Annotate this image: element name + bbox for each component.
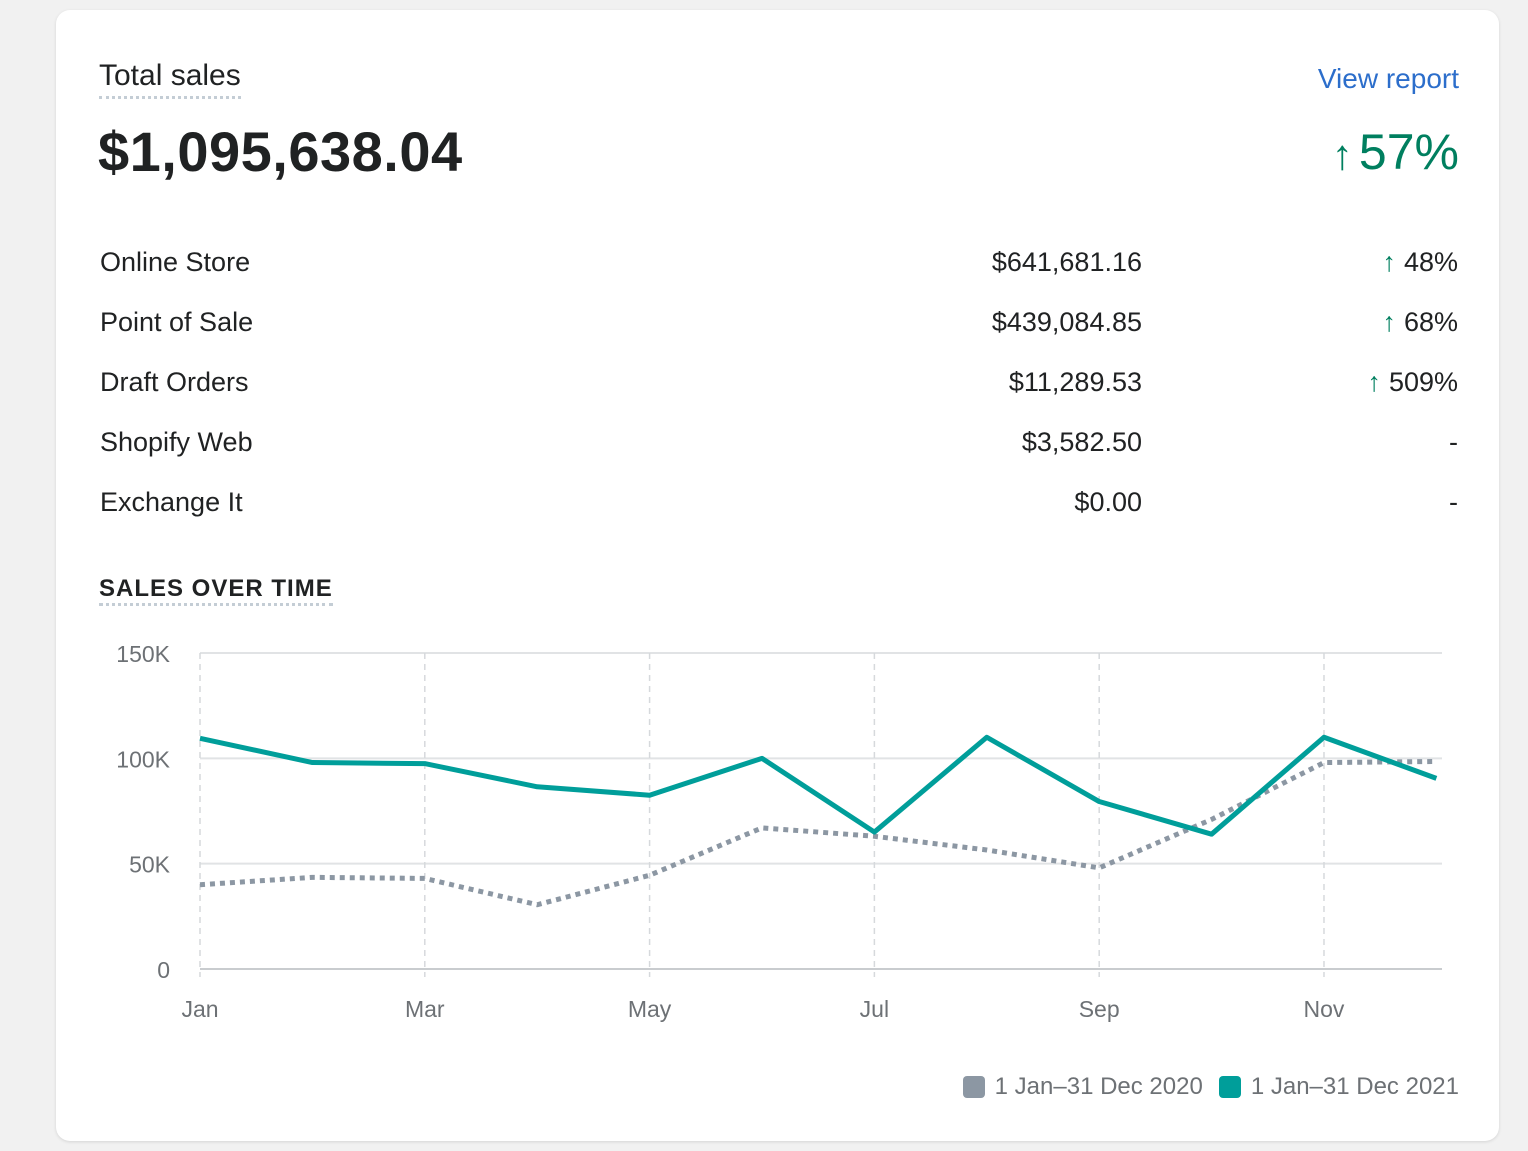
data-point[interactable] [528,896,546,914]
data-point[interactable] [1427,769,1445,787]
legend-item-2020[interactable]: 1 Jan–31 Dec 2020 [962,1070,1203,1104]
channel-amount: $0.00 [1074,487,1142,517]
channel-change-percent: 68% [1403,307,1458,337]
data-point[interactable] [191,729,209,747]
series-line-2021[interactable] [199,734,1438,837]
data-point[interactable] [978,841,996,859]
channel-change: ↑ 48% [1382,234,1458,290]
total-sales-value: $1,095,638.04 [98,120,463,183]
legend-label: 1 Jan–31 Dec 2020 [994,1073,1203,1100]
arrow-up-icon: ↑ [1331,131,1353,178]
x-tick-label: Jul [860,996,889,1022]
channel-breakdown: Online Store $641,681.16 ↑ 48% Point of S… [100,234,1458,534]
channel-row: Draft Orders $11,289.53 ↑ 509% [100,354,1458,414]
x-tick-label: Nov [1304,996,1345,1022]
x-tick-label: Jan [181,996,218,1022]
data-point[interactable] [1090,793,1108,811]
data-point[interactable] [1203,825,1221,843]
channel-change-percent: - [1449,487,1458,517]
x-tick-label: Sep [1079,996,1120,1022]
channel-change-percent: - [1449,427,1458,457]
channel-name: Draft Orders [100,367,249,397]
channel-change-percent: 509% [1388,367,1458,397]
sales-over-time-chart[interactable]: 0 50K 100K 150K Jan Mar May Jul Sep Nov [56,10,1499,1141]
data-point[interactable] [303,868,321,886]
series-line-2020[interactable] [199,758,1437,908]
y-tick-label: 50K [129,852,171,878]
data-point[interactable] [1090,859,1108,877]
data-point[interactable] [753,819,771,837]
channel-name: Exchange It [100,487,243,517]
legend-swatch [1218,1076,1241,1098]
channel-change: - [1441,414,1458,470]
arrow-up-icon: ↑ [1367,367,1381,397]
data-point[interactable] [191,876,209,894]
data-point[interactable] [753,749,771,767]
data-point[interactable] [1315,754,1333,772]
channel-change: ↑ 509% [1367,354,1458,410]
channel-name: Online Store [100,247,251,277]
channel-row: Exchange It $0.00 - [100,474,1458,534]
channel-change: - [1441,474,1458,530]
chart-title[interactable]: SALES OVER TIME [99,576,333,606]
data-point[interactable] [528,778,546,796]
total-change-percent: 57% [1358,124,1459,180]
arrow-up-icon: ↑ [1382,247,1396,277]
y-tick-label: 100K [116,746,170,772]
channel-amount: $3,582.50 [1021,427,1142,457]
y-tick-label: 0 [157,957,170,983]
channel-row: Point of Sale $439,084.85 ↑ 68% [100,294,1458,354]
channel-amount: $641,681.16 [991,247,1142,277]
data-point[interactable] [1427,752,1445,770]
channel-change-percent: 48% [1403,247,1458,277]
legend-swatch [962,1076,985,1098]
data-point[interactable] [416,755,434,773]
chart-legend: 1 Jan–31 Dec 2020 1 Jan–31 Dec 2021 [947,1070,1459,1104]
data-point[interactable] [641,866,659,884]
total-sales-card: Total sales View report $1,095,638.04 ↑ 5… [56,10,1499,1141]
view-report-link[interactable]: View report [1317,63,1459,94]
data-point[interactable] [978,728,996,746]
legend-label: 1 Jan–31 Dec 2021 [1250,1073,1459,1100]
x-tick-label: Mar [405,996,445,1022]
data-point[interactable] [1315,728,1333,746]
arrow-up-icon: ↑ [1382,307,1396,337]
channel-amount: $439,084.85 [991,307,1142,337]
channel-amount: $11,289.53 [1008,367,1142,397]
card-title[interactable]: Total sales [99,58,241,99]
data-point[interactable] [641,786,659,804]
channel-name: Point of Sale [100,307,254,337]
channel-name: Shopify Web [100,427,253,457]
channel-change: ↑ 68% [1382,294,1458,350]
data-point[interactable] [416,869,434,887]
channel-row: Online Store $641,681.16 ↑ 48% [100,234,1458,294]
total-change: ↑ 57% [1332,120,1459,187]
y-tick-label: 150K [116,641,170,667]
data-point[interactable] [303,754,321,772]
legend-item-2021[interactable]: 1 Jan–31 Dec 2021 [1218,1070,1459,1104]
data-point[interactable] [865,823,883,841]
channel-row: Shopify Web $3,582.50 - [100,414,1458,474]
x-tick-label: May [628,996,672,1022]
